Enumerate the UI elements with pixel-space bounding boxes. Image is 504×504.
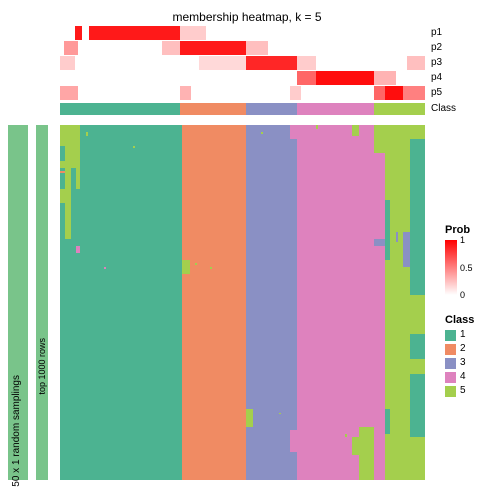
p-row-label: p1 — [431, 27, 442, 38]
side-bar-rows — [36, 125, 48, 480]
legend-prob-gradient — [445, 240, 457, 295]
p-row-label: p4 — [431, 72, 442, 83]
legend-class-title: Class — [445, 314, 474, 326]
class-band-3 — [246, 103, 297, 115]
legend-class-swatch-1 — [445, 330, 456, 341]
legend-prob-tick: 1 — [460, 235, 465, 245]
legend-class-swatch-4 — [445, 372, 456, 383]
side-label-rows: top 1000 rows — [37, 338, 47, 395]
side-label-samplings: 50 x 1 random samplings — [11, 375, 22, 487]
legend-class-label: 1 — [460, 329, 466, 340]
legend-class-swatch-5 — [445, 386, 456, 397]
legend-class-label: 5 — [460, 385, 466, 396]
legend-class-swatch-2 — [445, 344, 456, 355]
class-band-5 — [374, 103, 425, 115]
membership-heatmap: membership heatmap, k = 5 50 x 1 random s… — [0, 0, 504, 504]
chart-title: membership heatmap, k = 5 — [173, 10, 322, 24]
legend-prob-tick: 0 — [460, 290, 465, 300]
p-row-label: p3 — [431, 57, 442, 68]
legend-class-label: 4 — [460, 371, 466, 382]
class-band-label: Class — [431, 103, 456, 114]
legend-prob-tick: 0.5 — [460, 263, 473, 273]
class-band-2 — [180, 103, 246, 115]
legend-prob-title: Prob — [445, 224, 470, 236]
p-row-label: p2 — [431, 42, 442, 53]
legend-class-label: 3 — [460, 357, 466, 368]
p-row-label: p5 — [431, 87, 442, 98]
legend-class-label: 2 — [460, 343, 466, 354]
class-band-1 — [60, 103, 180, 115]
legend-class-swatch-3 — [445, 358, 456, 369]
class-band-4 — [297, 103, 374, 115]
